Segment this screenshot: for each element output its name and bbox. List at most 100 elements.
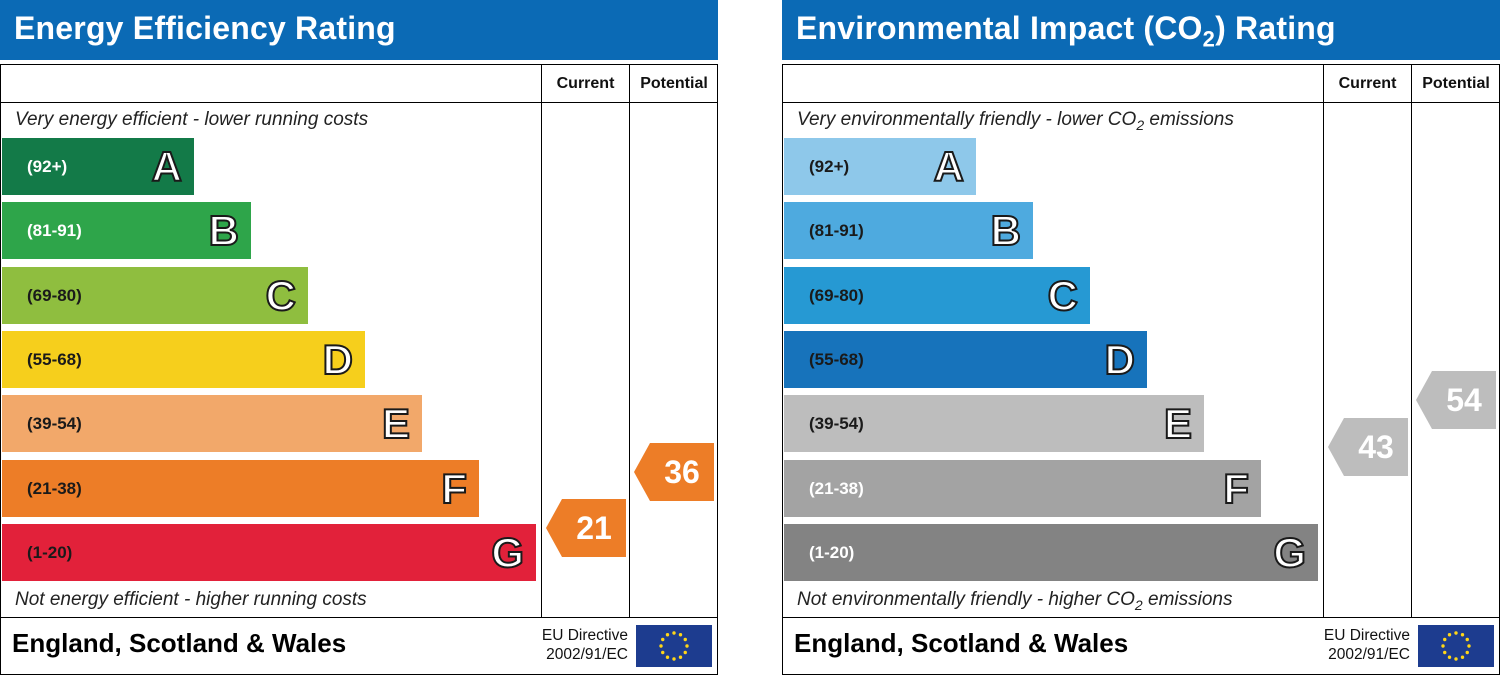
- band-range-label: (69-80): [27, 285, 82, 305]
- header-divider: [0, 102, 718, 103]
- eu-star-icon: [1465, 637, 1469, 642]
- potential-rating-marker: 54: [1416, 371, 1496, 429]
- eu-star-icon: [1460, 655, 1465, 659]
- eu-star-icon: [1467, 644, 1471, 648]
- band-letter: C: [265, 271, 297, 320]
- column-divider: [1411, 64, 1412, 618]
- eu-star-icon: [1441, 644, 1445, 648]
- band-c: (69-80) C: [2, 266, 308, 324]
- eu-star-icon: [659, 644, 663, 648]
- eu-star-icon: [672, 657, 676, 661]
- current-rating-value: 43: [1358, 429, 1394, 465]
- band-range-label: (1-20): [809, 542, 855, 562]
- band-letter: F: [1222, 464, 1250, 513]
- eu-star-icon: [665, 633, 670, 637]
- band-g: (1-20) G: [2, 523, 536, 581]
- eu-star-icon: [1454, 657, 1458, 661]
- band-a: (92+) A: [2, 138, 194, 195]
- band-letter: E: [1163, 399, 1193, 448]
- eu-star-icon: [661, 650, 665, 655]
- potential-rating-value: 36: [664, 454, 700, 490]
- band-d: (55-68) D: [784, 330, 1147, 388]
- eu-star-icon: [1460, 633, 1465, 637]
- band-f: (21-38) F: [2, 459, 479, 517]
- band-range-label: (69-80): [809, 285, 864, 305]
- eu-directive-text: EU Directive 2002/91/EC: [1290, 626, 1410, 664]
- band-range-label: (55-68): [27, 349, 82, 369]
- band-range-label: (81-91): [27, 221, 82, 241]
- current-column-header: Current: [1338, 75, 1397, 92]
- band-range-label: (92+): [809, 157, 850, 176]
- eu-directive-line1: EU Directive: [541, 627, 628, 644]
- band-range-label: (81-91): [809, 221, 864, 241]
- band-letter: D: [1104, 335, 1136, 384]
- band-letter: F: [440, 464, 468, 513]
- panel-header: Energy Efficiency Rating: [0, 0, 718, 60]
- eu-star-icon: [678, 655, 683, 659]
- top-caption: Very environmentally friendly - lower CO…: [797, 109, 1234, 133]
- band-letter: A: [933, 142, 965, 191]
- band-d: (55-68) D: [2, 330, 365, 388]
- band-letter: D: [322, 335, 354, 384]
- potential-rating-value: 54: [1446, 382, 1482, 418]
- eu-star-icon: [683, 650, 687, 655]
- band-letter: B: [208, 206, 240, 255]
- band-range-label: (21-38): [27, 478, 82, 498]
- panel-title: Environmental Impact (CO2) Rating: [796, 10, 1336, 52]
- top-caption: Very energy efficient - lower running co…: [15, 109, 369, 130]
- band-letter: A: [151, 142, 183, 191]
- current-rating-marker: 21: [546, 499, 626, 557]
- eu-star-icon: [678, 633, 683, 637]
- column-divider: [629, 64, 630, 618]
- band-letter: E: [381, 399, 411, 448]
- potential-column-header: Potential: [640, 75, 708, 92]
- header-divider: [782, 102, 1500, 103]
- band-range-label: (92+): [27, 157, 68, 176]
- eu-star-icon: [685, 644, 689, 648]
- band-e: (39-54) E: [2, 395, 422, 453]
- band-letter: B: [990, 206, 1022, 255]
- eu-directive-line1: EU Directive: [1323, 627, 1410, 644]
- footer-divider: [0, 617, 718, 618]
- bottom-caption: Not environmentally friendly - higher CO…: [797, 589, 1233, 613]
- current-rating-marker: 43: [1328, 418, 1408, 476]
- column-divider: [541, 64, 542, 618]
- band-range-label: (39-54): [27, 414, 82, 434]
- current-column-header: Current: [556, 75, 615, 92]
- current-rating-value: 21: [576, 510, 612, 546]
- band-letter: G: [1272, 528, 1307, 577]
- panel-title: Energy Efficiency Rating: [14, 10, 396, 46]
- eu-directive-text: EU Directive 2002/91/EC: [508, 626, 628, 664]
- bottom-caption: Not energy efficient - higher running co…: [15, 589, 367, 610]
- eu-star-icon: [1465, 650, 1469, 655]
- region-label: England, Scotland & Wales: [794, 628, 1129, 658]
- band-c: (69-80) C: [784, 266, 1090, 324]
- band-range-label: (21-38): [809, 478, 864, 498]
- eu-star-icon: [1454, 631, 1458, 635]
- eu-flag-icon: [1418, 625, 1494, 667]
- eu-star-icon: [1443, 650, 1447, 655]
- region-label: England, Scotland & Wales: [12, 628, 347, 658]
- potential-rating-marker: 36: [634, 443, 714, 501]
- band-range-label: (1-20): [27, 542, 73, 562]
- footer-divider: [782, 617, 1500, 618]
- band-b: (81-91) B: [784, 202, 1033, 260]
- eu-flag-icon: [636, 625, 712, 667]
- eu-star-icon: [665, 655, 670, 659]
- environmental-impact-panel: Environmental Impact (CO2) Rating Curren…: [782, 0, 1500, 675]
- column-divider: [1323, 64, 1324, 618]
- band-b: (81-91) B: [2, 202, 251, 260]
- band-e: (39-54) E: [784, 395, 1204, 453]
- eu-star-icon: [1447, 633, 1452, 637]
- potential-column-header: Potential: [1422, 75, 1490, 92]
- band-f: (21-38) F: [784, 459, 1261, 517]
- band-letter: C: [1047, 271, 1079, 320]
- eu-star-icon: [1447, 655, 1452, 659]
- band-a: (92+) A: [784, 138, 976, 195]
- band-letter: G: [490, 528, 525, 577]
- band-g: (1-20) G: [784, 523, 1318, 581]
- band-range-label: (39-54): [809, 414, 864, 434]
- eu-directive-line2: 2002/91/EC: [1328, 646, 1410, 663]
- eu-star-icon: [672, 631, 676, 635]
- eu-star-icon: [683, 637, 687, 642]
